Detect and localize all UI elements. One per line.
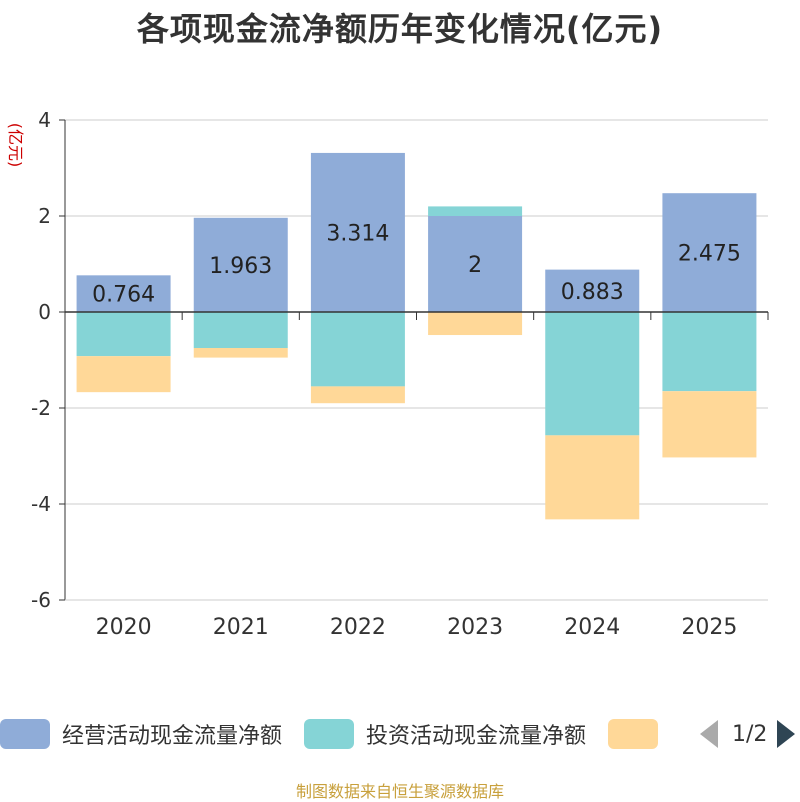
bar-series-1-2025[interactable] (662, 312, 757, 392)
bar-series-2-2024[interactable] (545, 435, 640, 520)
bar-series-0-2024[interactable] (545, 269, 640, 312)
bar-series-2-2025[interactable] (662, 391, 757, 458)
chart-title: 各项现金流净额历年变化情况(亿元) (136, 10, 664, 48)
bar-series-0-2021[interactable] (193, 217, 288, 312)
legend-item-investing[interactable]: 投资活动现金流量净额 (304, 718, 586, 750)
legend-swatch-financing (608, 719, 659, 749)
y-tick-label: 2 (38, 204, 51, 228)
chart-area: 4 2 0 -2 -4 -6 2020 2021 2022 2023 2024 2025 0.764 1… (6, 108, 769, 640)
legend-label-investing: 投资活动现金流量净额 (366, 724, 587, 749)
source-note: 制图数据来自恒生聚源数据库 (295, 782, 504, 801)
data-label: 0.764 (92, 283, 155, 308)
legend-next-page-icon[interactable] (777, 720, 796, 748)
y-tick-label: 4 (38, 108, 51, 132)
bar-series-2-2020[interactable] (76, 356, 171, 393)
grid-lines (65, 119, 768, 601)
legend-item-financing[interactable] (608, 719, 670, 749)
bar-series-0-2025[interactable] (662, 193, 757, 312)
bars (76, 152, 757, 520)
bar-series-2-2022[interactable] (310, 386, 405, 404)
y-tick-label: -4 (31, 492, 51, 516)
x-tick-label: 2021 (213, 615, 269, 640)
legend: 经营活动现金流量净额 投资活动现金流量净额 1/2 (0, 716, 800, 752)
bar-series-1-2022[interactable] (310, 312, 405, 387)
bar-series-0-2020[interactable] (76, 275, 171, 312)
x-tick-label: 2025 (681, 615, 737, 640)
x-tick-label: 2022 (330, 615, 386, 640)
bar-series-1-2020[interactable] (76, 312, 171, 357)
legend-swatch-operating (0, 719, 50, 749)
legend-pager: 1/2 (700, 716, 796, 752)
legend-item-operating[interactable]: 经营活动现金流量净额 (0, 718, 282, 750)
bar-series-1-2024[interactable] (545, 312, 640, 436)
data-label: 2 (468, 253, 482, 278)
data-label: 1.963 (209, 254, 272, 279)
data-label: 3.314 (326, 221, 389, 246)
y-tick-label: 0 (38, 300, 51, 324)
y-tick-label: -6 (31, 588, 51, 612)
bar-series-2-2023[interactable] (428, 312, 523, 336)
x-tick-label: 2023 (447, 615, 503, 640)
data-labels: 0.764 1.963 3.314 2 0.883 2.475 (92, 221, 741, 307)
bar-series-1-2021[interactable] (193, 312, 288, 348)
bar-series-0-2023[interactable] (428, 216, 523, 312)
legend-swatch-investing (304, 719, 355, 749)
bar-series-2-2021[interactable] (193, 348, 288, 358)
bar-series-1-2023[interactable] (428, 206, 523, 216)
x-tick-label: 2024 (564, 615, 620, 640)
data-label: 2.475 (678, 242, 741, 267)
x-tick-label: 2020 (96, 615, 152, 640)
axes: 4 2 0 -2 -4 -6 2020 2021 2022 2023 2024 2025 (31, 108, 769, 640)
bar-series-0-2022[interactable] (310, 152, 405, 312)
legend-page-indicator: 1/2 (732, 721, 768, 747)
y-tick-label: -2 (31, 396, 51, 420)
y-axis-unit-label: (亿元) (6, 123, 25, 168)
legend-label-operating: 经营活动现金流量净额 (62, 724, 283, 749)
data-label: 0.883 (561, 280, 624, 305)
legend-prev-page-icon[interactable] (700, 720, 718, 748)
